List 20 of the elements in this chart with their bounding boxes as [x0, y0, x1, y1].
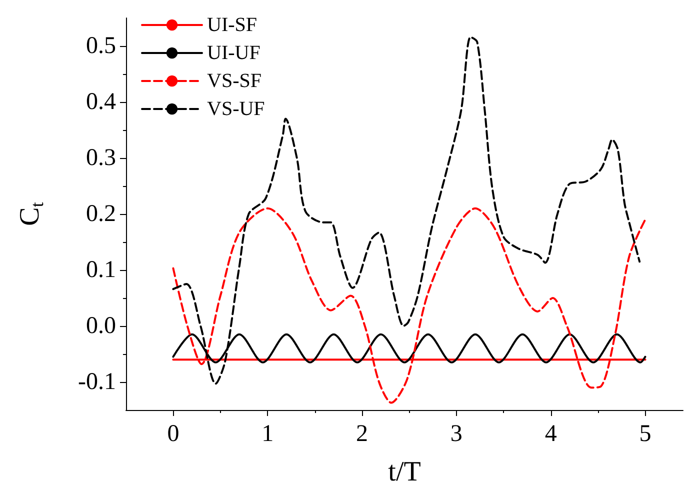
legend-label: VS-SF: [207, 70, 262, 92]
y-tick-label: 0.1: [86, 257, 116, 283]
x-tick-label: 0: [167, 421, 180, 447]
line-series: [172, 207, 646, 404]
y-tick-label: 0.4: [86, 89, 116, 115]
y-tick-label: -0.1: [78, 369, 116, 395]
y-axis-title: Ct: [14, 202, 47, 226]
legend-label: UI-UF: [207, 42, 260, 64]
y-tick-label: 0.2: [86, 201, 116, 227]
legend-label: VS-UF: [207, 98, 265, 120]
y-tick-label: 0.5: [86, 33, 116, 59]
x-tick-label: 2: [356, 421, 368, 447]
x-tick-label: 3: [450, 421, 462, 447]
y-tick-label: 0.3: [86, 145, 116, 171]
y-tick-label: 0.0: [86, 313, 116, 339]
x-tick-label: 4: [544, 421, 557, 447]
x-axis-title: t/T: [388, 456, 421, 488]
x-tick-label: 5: [639, 421, 652, 447]
legend-label: UI-SF: [207, 14, 258, 36]
x-tick-label: 1: [262, 421, 274, 447]
